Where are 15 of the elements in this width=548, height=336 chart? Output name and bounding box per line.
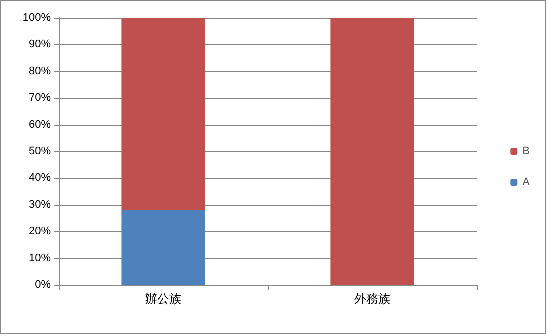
y-tick-label: 30% — [28, 198, 52, 211]
y-tick-label: 60% — [28, 118, 52, 131]
x-tick-label: 外務族 — [354, 292, 390, 306]
legend-label: A — [522, 176, 531, 188]
x-tick-label: 辦公族 — [146, 292, 182, 306]
y-tick-label: 40% — [28, 172, 52, 184]
y-tick-label: 0% — [35, 279, 52, 291]
legend-label: B — [522, 146, 530, 158]
y-tick-label: 10% — [28, 252, 52, 264]
y-tick-label: 20% — [28, 226, 52, 238]
y-tick-label: 80% — [28, 65, 52, 78]
y-tick-label: 100% — [22, 12, 52, 24]
y-tick-label: 70% — [28, 92, 52, 104]
y-tick-label: 50% — [28, 146, 52, 158]
y-tick-label: 90% — [28, 38, 52, 51]
